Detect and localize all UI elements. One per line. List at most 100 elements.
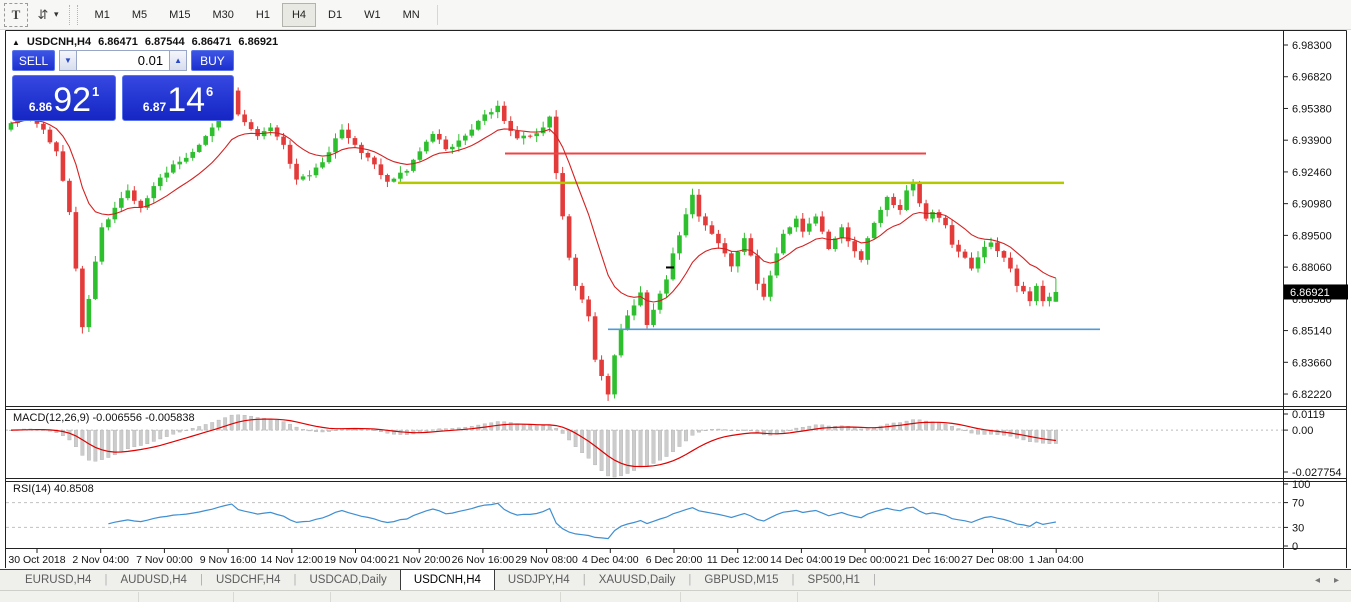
close-value: 6.86921 [238, 36, 279, 48]
sell-button[interactable]: SELL [12, 50, 56, 71]
svg-text:6.88060: 6.88060 [1292, 262, 1332, 274]
chart-tab-sp500-h1[interactable]: SP500,H1 [807, 574, 860, 586]
toolbar-separator [436, 4, 438, 25]
chart-ohlc-header: ▲ USDCNH,H4 6.86471 6.87544 6.86471 6.86… [12, 36, 278, 48]
sell-price-big: 92 [53, 81, 92, 119]
timeframe-button-h4[interactable]: H4 [281, 2, 317, 27]
tab-divider: | [104, 574, 108, 586]
current-price-badge [1284, 284, 1348, 300]
buy-price-big: 14 [167, 81, 206, 119]
svg-text:70: 70 [1292, 498, 1304, 510]
svg-text:0: 0 [1292, 541, 1298, 553]
tabs-scroll-left-icon[interactable]: ◂ [1314, 575, 1320, 586]
svg-text:6.96820: 6.96820 [1292, 72, 1332, 84]
svg-text:7 Nov 00:00: 7 Nov 00:00 [136, 554, 193, 566]
svg-text:4 Dec 04:00: 4 Dec 04:00 [582, 554, 639, 566]
status-bar-divider [560, 592, 561, 602]
volume-increase-button[interactable]: ▲ [169, 50, 187, 71]
open-value: 6.86471 [98, 36, 138, 48]
chart-tabs: EURUSD,H4 | AUDUSD,H4 | USDCHF,H4 | USDCAD,Dai… [12, 569, 876, 591]
svg-text:0.0119: 0.0119 [1292, 409, 1325, 421]
svg-text:6.93900: 6.93900 [1292, 135, 1332, 147]
volume-input[interactable]: 0.01 [76, 50, 170, 71]
chart-tab-gbpusd-m15[interactable]: GBPUSD,M15 [704, 574, 779, 586]
collapse-trade-panel-icon[interactable]: ▲ [12, 37, 20, 47]
macd-signal-line [10, 418, 1056, 468]
candles-group [8, 84, 1059, 401]
svg-text:19 Nov 04:00: 19 Nov 04:00 [324, 554, 387, 566]
tab-divider: | [582, 574, 586, 586]
svg-text:100: 100 [1292, 479, 1310, 491]
chart-tab-usdcnh-h4[interactable]: USDCNH,H4 [399, 569, 495, 591]
svg-text:6.83660: 6.83660 [1292, 357, 1332, 369]
chevron-down-icon[interactable]: ▾ [54, 9, 59, 19]
timeframe-button-d1[interactable]: D1 [328, 8, 343, 21]
volume-decrease-button[interactable]: ▼ [59, 50, 77, 71]
timeframe-button-m15[interactable]: M15 [169, 8, 191, 21]
chart-tab-eurusd-h4[interactable]: EURUSD,H4 [25, 574, 92, 586]
tab-divider: | [688, 574, 692, 586]
rsi-line [108, 502, 1057, 540]
timeframe-button-w1[interactable]: W1 [364, 8, 381, 21]
timeframe-button-h1[interactable]: H1 [255, 8, 270, 21]
chart-tab-usdjpy-h4[interactable]: USDJPY,H4 [507, 574, 570, 586]
svg-text:6.92460: 6.92460 [1292, 167, 1332, 179]
svg-text:30 Oct 2018: 30 Oct 2018 [8, 554, 65, 566]
chart-tab-usdcad-daily[interactable]: USDCAD,Daily [309, 574, 387, 586]
timeframe-button-m30[interactable]: M30 [212, 8, 234, 21]
chart-tab-audusd-h4[interactable]: AUDUSD,H4 [120, 574, 187, 586]
status-bar [0, 590, 1351, 602]
buy-price-display[interactable]: 6.87 14 6 [122, 75, 234, 121]
buy-price-sup: 6 [206, 84, 214, 99]
rsi-label: RSI(14) 40.8508 [13, 483, 94, 495]
timeframe-button-group: M1 M5 M15 M30 H1 H4 D1 W1 MN [84, 2, 431, 27]
sell-price-display[interactable]: 6.86 92 1 [12, 75, 117, 121]
status-bar-divider [680, 592, 681, 602]
indicators-icon[interactable]: ⇵ [37, 6, 49, 22]
low-value: 6.86471 [191, 36, 232, 48]
svg-text:6.89500: 6.89500 [1292, 230, 1332, 242]
tab-divider: | [872, 574, 876, 586]
tabs-scroll-right-icon[interactable]: ▸ [1333, 575, 1339, 586]
svg-text:0.00: 0.00 [1292, 425, 1313, 437]
svg-text:29 Nov 08:00: 29 Nov 08:00 [515, 554, 578, 566]
svg-text:9 Nov 16:00: 9 Nov 16:00 [200, 554, 257, 566]
svg-text:6.95380: 6.95380 [1292, 103, 1332, 115]
top-toolbar: T ⇵ ▾ M1 M5 M15 M30 H1 H4 D1 W1 MN [0, 0, 1351, 30]
buy-price-small: 6.87 [142, 100, 167, 114]
status-bar-divider [138, 592, 139, 602]
svg-text:21 Nov 20:00: 21 Nov 20:00 [388, 554, 451, 566]
sell-price-sup: 1 [92, 84, 100, 99]
buy-button[interactable]: BUY [190, 50, 234, 71]
timeframe-button-mn[interactable]: MN [402, 8, 420, 21]
toolbar-grip[interactable] [68, 4, 78, 25]
svg-text:2 Nov 04:00: 2 Nov 04:00 [72, 554, 129, 566]
high-value: 6.87544 [144, 36, 185, 48]
chart-tab-bar: EURUSD,H4 | AUDUSD,H4 | USDCHF,H4 | USDCAD,Dai… [0, 569, 1351, 591]
svg-text:6.90980: 6.90980 [1292, 199, 1332, 211]
timeframe-button-m1[interactable]: M1 [94, 8, 110, 21]
svg-text:30: 30 [1292, 522, 1304, 534]
tab-divider: | [199, 574, 203, 586]
chart-tab-xauusd-daily[interactable]: XAUUSD,Daily [598, 574, 676, 586]
svg-text:21 Dec 16:00: 21 Dec 16:00 [898, 554, 961, 566]
chart-tab-usdchf-h4[interactable]: USDCHF,H4 [215, 574, 281, 586]
svg-text:14 Dec 04:00: 14 Dec 04:00 [770, 554, 833, 566]
svg-text:-0.027754: -0.027754 [1292, 467, 1342, 479]
ma-line [10, 119, 1057, 303]
macd-label: MACD(12,26,9) -0.006556 -0.005838 [13, 412, 195, 424]
status-bar-divider [1158, 592, 1159, 602]
svg-text:6.85140: 6.85140 [1292, 326, 1332, 338]
svg-text:27 Dec 08:00: 27 Dec 08:00 [961, 554, 1024, 566]
svg-text:6.98300: 6.98300 [1292, 40, 1332, 52]
timeframe-button-m5[interactable]: M5 [131, 8, 148, 21]
one-click-trading-panel: SELL ▼ 0.01 ▲ BUY 6.86 92 1 6.87 14 6 [12, 50, 234, 121]
svg-text:6.86921: 6.86921 [1290, 287, 1330, 299]
svg-text:11 Dec 12:00: 11 Dec 12:00 [707, 554, 769, 566]
status-bar-divider [330, 592, 331, 602]
status-bar-divider [233, 592, 234, 602]
text-tool-icon[interactable]: T [4, 2, 28, 27]
svg-text:1 Jan 04:00: 1 Jan 04:00 [1029, 554, 1084, 566]
